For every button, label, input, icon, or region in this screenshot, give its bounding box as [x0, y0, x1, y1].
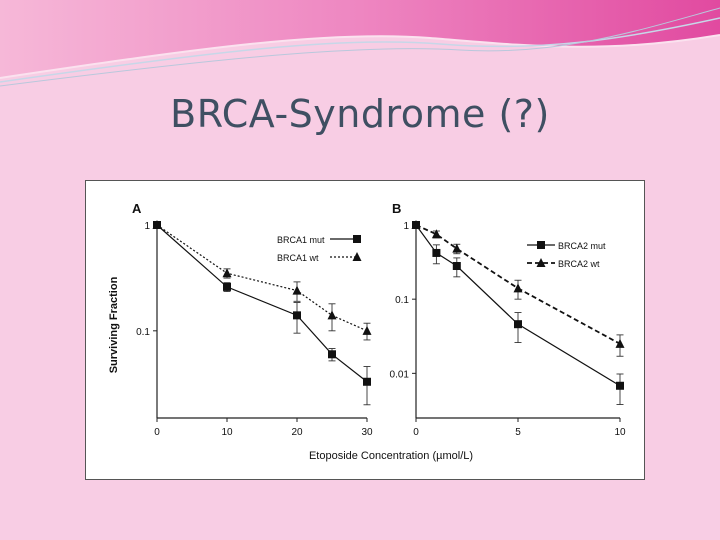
y-tick-label: 1: [144, 221, 150, 232]
y-axis-label: Surviving Fraction: [108, 276, 120, 373]
survival-curves-figure: A 0 10 20 30 1 0.1 BRCA1 mut BRCA1 wt B 0 5 10 1 0.1 0…: [108, 201, 626, 462]
x-tick-label: 30: [361, 427, 373, 438]
panel-b-chart: B 0 5 10 1 0.1 0.01 BRCA2 mut BRCA2 wt: [390, 201, 626, 438]
data-point: [411, 220, 421, 229]
y-tick-label: 0.01: [390, 369, 410, 380]
slide-title: BRCA-Syndrome (?): [170, 92, 550, 136]
data-point: [616, 381, 624, 390]
data-point: [514, 320, 522, 329]
legend-label: BRCA1 wt: [277, 253, 319, 263]
legend-marker: [536, 258, 546, 267]
legend-label: BRCA2 mut: [558, 241, 606, 251]
data-point: [452, 243, 462, 253]
decorative-header-band: [0, 0, 720, 87]
figure-panel: A 0 10 20 30 1 0.1 BRCA1 mut BRCA1 wt B 0 5 10 1 0.1 0…: [85, 180, 645, 480]
panel-a-chart: A 0 10 20 30 1 0.1 BRCA1 mut BRCA1 wt: [132, 201, 373, 438]
data-point: [327, 310, 337, 320]
legend-marker: [352, 252, 362, 261]
y-tick-label: 1: [403, 221, 409, 232]
panel-label: A: [132, 201, 142, 216]
legend-label: BRCA1 mut: [277, 235, 325, 245]
x-axis-label: Etoposide Concentration (µmol/L): [309, 450, 473, 462]
data-point: [452, 262, 461, 271]
series-line: [156, 224, 368, 332]
x-tick-label: 10: [221, 427, 233, 438]
legend-marker: [353, 235, 361, 243]
data-point: [363, 377, 371, 386]
y-tick-label: 0.1: [136, 327, 150, 338]
data-point: [293, 311, 301, 320]
data-point: [152, 220, 162, 229]
x-tick-label: 10: [614, 427, 626, 438]
x-tick-label: 0: [154, 427, 160, 438]
y-tick-label: 0.1: [395, 295, 409, 306]
data-point: [362, 325, 372, 335]
data-point: [432, 248, 441, 257]
data-point: [615, 338, 625, 348]
data-point: [513, 283, 523, 293]
legend-label: BRCA2 wt: [558, 259, 600, 269]
data-point: [292, 285, 302, 295]
x-tick-label: 0: [413, 427, 419, 438]
data-point: [431, 229, 441, 239]
data-point: [223, 282, 231, 291]
panel-label: B: [392, 201, 401, 216]
x-tick-label: 20: [291, 427, 303, 438]
legend-marker: [537, 241, 545, 249]
data-point: [222, 268, 232, 278]
data-point: [328, 350, 336, 359]
x-tick-label: 5: [515, 427, 521, 438]
